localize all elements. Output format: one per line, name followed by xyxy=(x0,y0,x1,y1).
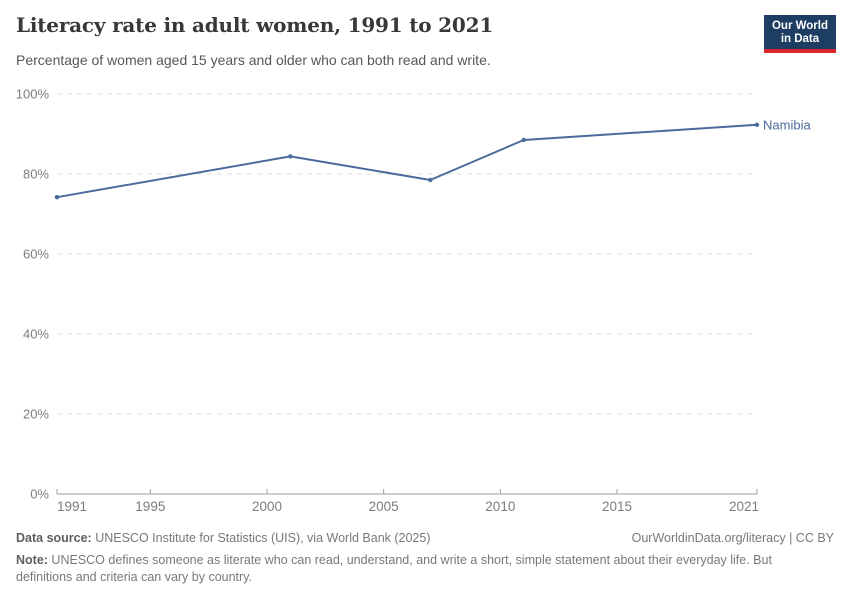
x-axis-tick-label: 2000 xyxy=(252,499,282,514)
data-point[interactable] xyxy=(754,122,760,127)
footnote: Note: UNESCO defines someone as literate… xyxy=(16,552,828,586)
owid-logo-line2: in Data xyxy=(780,33,820,45)
data-source-label: Data source: xyxy=(16,531,92,545)
x-axis-tick-label: 2005 xyxy=(369,499,399,514)
x-axis-tick-label: 1991 xyxy=(57,499,87,514)
x-axis-tick-label: 2010 xyxy=(485,499,515,514)
data-line-namibia[interactable] xyxy=(56,123,758,199)
data-point[interactable] xyxy=(54,195,60,200)
chart-title: Literacy rate in adult women, 1991 to 20… xyxy=(16,13,494,37)
chart-footer: Data source: UNESCO Institute for Statis… xyxy=(16,531,834,586)
y-axis-tick-label: 100% xyxy=(16,87,50,102)
chart-subtitle: Percentage of women aged 15 years and ol… xyxy=(16,52,491,68)
owid-logo-line1: Our World xyxy=(771,20,828,32)
footnote-label: Note: xyxy=(16,553,48,567)
attribution-link[interactable]: OurWorldinData.org/literacy | CC BY xyxy=(631,531,834,545)
data-point[interactable] xyxy=(428,177,433,183)
x-axis-tick-label: 1995 xyxy=(135,499,165,514)
data-point[interactable] xyxy=(521,137,526,143)
line-chart-canvas: 0% 20% 40% 60% 80% 100% 1991 1995 2000 2005 2010 20… xyxy=(0,85,850,515)
data-source-text: UNESCO Institute for Statistics (UIS), v… xyxy=(91,531,431,545)
x-axis-tick-label: 2015 xyxy=(602,499,632,514)
owid-logo[interactable]: Our World in Data xyxy=(763,15,836,53)
data-source-line: Data source: UNESCO Institute for Statis… xyxy=(16,531,431,545)
line-chart-svg: 0% 20% 40% 60% 80% 100% 1991 1995 2000 2005 2010 20… xyxy=(16,87,812,515)
x-axis-tick-label: 2021 xyxy=(729,499,759,514)
footnote-text: UNESCO defines someone as literate who c… xyxy=(16,553,772,584)
y-axis-tick-label: 20% xyxy=(23,407,49,422)
series-end-label: Namibia xyxy=(763,117,811,132)
y-axis-tick-label: 0% xyxy=(30,487,49,502)
data-point[interactable] xyxy=(288,154,293,159)
y-axis-tick-label: 60% xyxy=(23,247,49,262)
y-axis-tick-label: 40% xyxy=(23,327,49,342)
y-axis-tick-label: 80% xyxy=(23,167,49,182)
